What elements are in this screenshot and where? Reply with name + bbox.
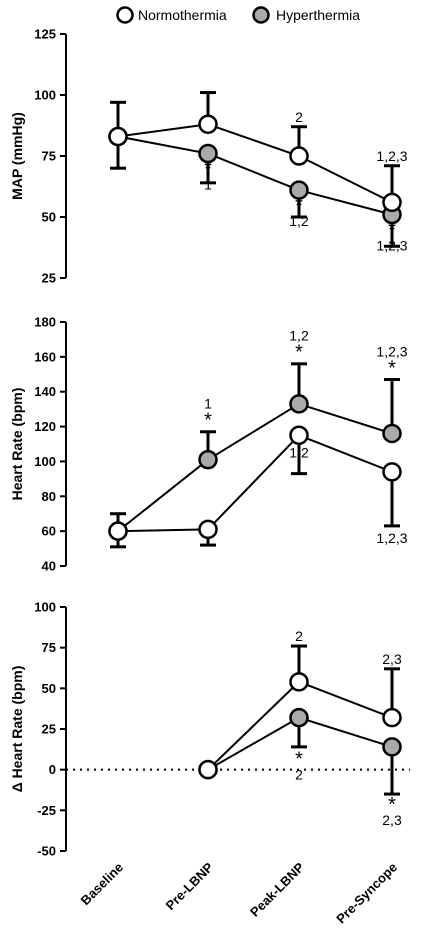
y-tick-label: 75 <box>42 640 56 655</box>
series-line-hyperthermia <box>117 402 393 532</box>
y-tick-label: 120 <box>34 419 56 434</box>
significance-star: * <box>295 748 303 770</box>
y-tick-label: 75 <box>42 149 56 164</box>
y-tick-label: 60 <box>42 524 56 539</box>
data-point-normothermia <box>382 707 402 728</box>
y-tick-label: -50 <box>37 844 56 859</box>
data-point-normothermia <box>289 146 309 166</box>
significance-star: * <box>204 410 212 432</box>
significance-label: 2,3 <box>382 812 402 828</box>
x-category-label: Baseline <box>78 860 126 908</box>
y-tick-label: -25 <box>37 803 56 818</box>
significance-label: 2 <box>295 766 303 782</box>
significance-label: 1 <box>204 396 212 412</box>
y-axis-title: Heart Rate (bpm) <box>9 388 25 501</box>
x-category-label: Peak-LBNP <box>247 859 307 919</box>
significance-label: 1,2 <box>289 328 309 344</box>
significance-label: 2 <box>295 628 303 644</box>
significance-label: 1,2,3 <box>376 530 407 546</box>
y-tick-label: 100 <box>34 600 56 615</box>
data-point-hyperthermia <box>198 143 218 164</box>
significance-label: 1 <box>204 176 212 192</box>
y-tick-label: 100 <box>34 88 56 103</box>
y-tick-label: 100 <box>34 454 56 469</box>
series-line-hyperthermia <box>117 135 393 216</box>
significance-label: 1,2,3 <box>376 237 407 253</box>
legend: Normothermia Hyperthermia <box>116 6 360 24</box>
data-point-normothermia <box>289 425 309 446</box>
significance-star: * <box>295 195 303 217</box>
y-tick-label: 40 <box>42 559 56 574</box>
significance-star: * <box>388 219 396 241</box>
data-point-hyperthermia <box>382 423 402 444</box>
y-tick-label: 80 <box>42 489 56 504</box>
data-point-normothermia <box>198 519 218 540</box>
significance-label: 1,2,3 <box>376 343 407 359</box>
y-tick-label: 50 <box>42 681 56 696</box>
legend-label-normothermia: Normothermia <box>138 7 227 23</box>
data-point-hyperthermia <box>382 737 402 757</box>
significance-label: 1,2 <box>289 213 309 229</box>
y-tick-label: 140 <box>34 384 56 399</box>
data-point-hyperthermia <box>198 449 218 470</box>
legend-marker-hyperthermia <box>252 6 270 24</box>
legend-label-hyperthermia: Hyperthermia <box>276 7 360 23</box>
y-tick-label: 50 <box>42 210 56 225</box>
data-point-normothermia <box>382 462 402 482</box>
data-point-hyperthermia <box>289 394 309 414</box>
data-point-hyperthermia <box>289 707 309 728</box>
data-point-normothermia <box>108 521 128 541</box>
legend-marker-normothermia <box>116 6 134 24</box>
significance-star: * <box>204 158 212 180</box>
y-tick-label: 0 <box>49 762 56 777</box>
data-point-normothermia <box>198 114 218 135</box>
x-category-label: Pre-LBNP <box>163 859 217 913</box>
series-line-normothermia <box>117 123 393 204</box>
significance-star: * <box>388 794 396 816</box>
y-tick-label: 125 <box>34 27 56 42</box>
x-category-label: Pre-Syncope <box>333 860 400 927</box>
series-line-normothermia <box>117 434 393 533</box>
y-tick-label: 160 <box>34 349 56 364</box>
significance-star: * <box>295 342 303 364</box>
y-tick-label: 25 <box>42 722 56 737</box>
y-axis-title: Δ Heart Rate (bpm) <box>9 666 25 793</box>
data-point-normothermia <box>289 672 309 692</box>
significance-label: 2,3 <box>382 651 402 667</box>
x-category-labels: Baseline Pre-LBNP Peak-LBNP Pre-Syncope <box>78 859 400 926</box>
data-point-normothermia <box>198 759 218 780</box>
y-tick-label: 180 <box>34 315 56 330</box>
significance-label: 1,2,3 <box>376 148 407 164</box>
y-tick-label: 25 <box>42 271 56 286</box>
y-axis-title: MAP (mmHg) <box>9 112 25 200</box>
data-point-normothermia <box>108 126 128 147</box>
data-point-normothermia <box>382 192 402 213</box>
significance-label: 1,2 <box>289 445 309 461</box>
data-point-hyperthermia <box>289 180 309 200</box>
significance-label: 2 <box>295 109 303 125</box>
significance-star: * <box>388 357 396 379</box>
